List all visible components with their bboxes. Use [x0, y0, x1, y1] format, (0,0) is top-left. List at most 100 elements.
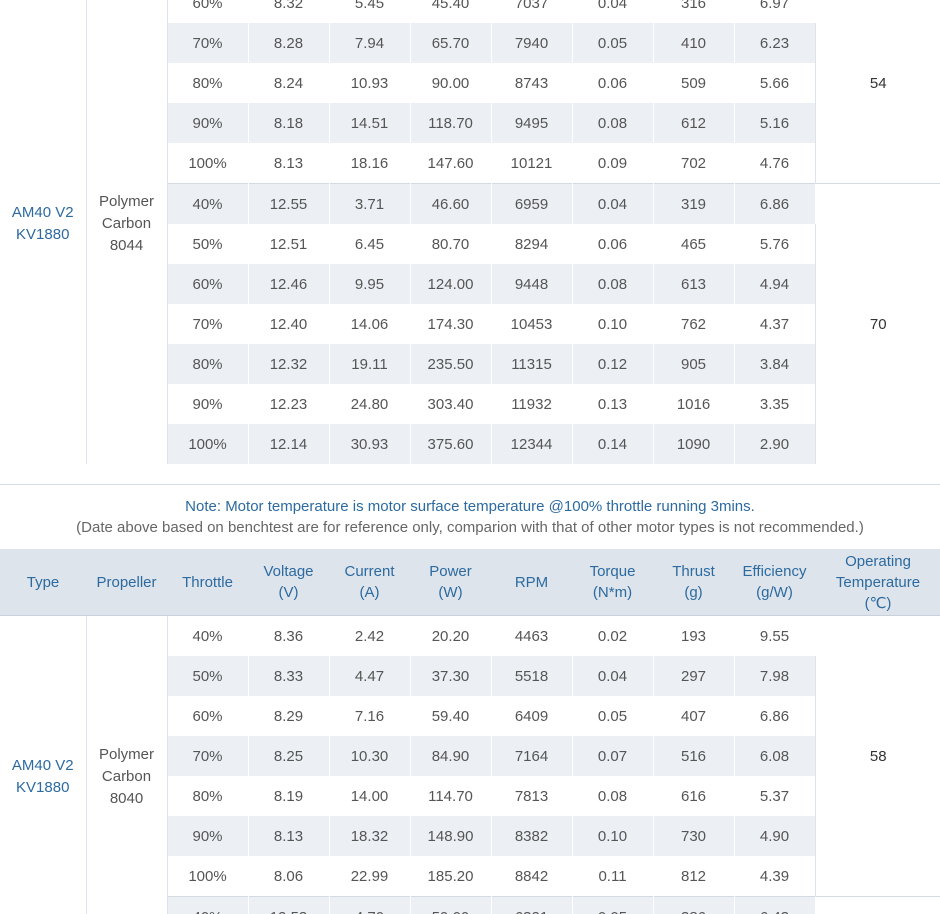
torque-cell: 0.13 — [572, 384, 654, 424]
table-row: 40%12.534.7059.0063210.053866.43 — [0, 896, 940, 914]
torque-cell: 0.02 — [572, 616, 654, 656]
voltage-cell: 8.33 — [248, 656, 330, 696]
thrust-cell: 386 — [653, 896, 735, 914]
table-row: 90% 12.23 24.80 303.40 11932 0.13 1016 3.35 — [0, 384, 940, 424]
power-cell: 37.30 — [410, 656, 492, 696]
header-efficiency: Efficiency (g/W) — [734, 549, 815, 616]
power-cell: 148.90 — [410, 816, 492, 856]
rpm-cell: 7037 — [491, 0, 573, 23]
table-row: 70% 8.25 10.30 84.90 7164 0.07 516 6.08 — [0, 736, 940, 776]
lower-data-table: AM40 V2 KV1880 Polymer Carbon 8040 40% 8.36 2.4… — [0, 616, 940, 914]
efficiency-cell: 2.90 — [734, 424, 816, 464]
table-row: 50% 8.33 4.47 37.30 5518 0.04 297 7.98 — [0, 656, 940, 696]
current-cell: 9.95 — [329, 264, 411, 304]
thrust-cell: 812 — [653, 856, 735, 897]
header-throttle: Throttle — [167, 549, 248, 616]
thrust-cell: 509 — [653, 63, 735, 103]
efficiency-cell: 6.86 — [734, 183, 816, 224]
throttle-cell: 70% — [167, 23, 249, 63]
rpm-cell: 8743 — [491, 63, 573, 103]
power-cell: 174.30 — [410, 304, 492, 344]
thrust-cell: 1090 — [653, 424, 735, 464]
efficiency-cell: 9.55 — [734, 616, 816, 656]
efficiency-cell: 6.97 — [734, 0, 816, 23]
current-cell: 7.94 — [329, 23, 411, 63]
current-cell: 5.45 — [329, 0, 411, 23]
temperature-cell — [814, 896, 940, 914]
current-cell: 2.42 — [329, 616, 411, 656]
current-cell: 10.30 — [329, 736, 411, 776]
thrust-cell: 193 — [653, 616, 735, 656]
header-voltage: Voltage (V) — [248, 549, 329, 616]
table-row: 50% 12.51 6.45 80.70 8294 0.06 465 5.76 — [0, 224, 940, 264]
torque-cell: 0.08 — [572, 103, 654, 143]
throttle-cell: 90% — [167, 384, 249, 424]
voltage-cell: 8.25 — [248, 736, 330, 776]
rpm-cell: 7813 — [491, 776, 573, 816]
power-cell: 59.40 — [410, 696, 492, 736]
efficiency-cell: 4.76 — [734, 143, 816, 184]
throttle-cell: 100% — [167, 424, 249, 464]
current-cell: 18.32 — [329, 816, 411, 856]
current-cell: 6.45 — [329, 224, 411, 264]
efficiency-cell: 3.35 — [734, 384, 816, 424]
table-row: 60% 8.29 7.16 59.40 6409 0.05 407 6.86 — [0, 696, 940, 736]
torque-cell: 0.04 — [572, 656, 654, 696]
voltage-cell: 8.24 — [248, 63, 330, 103]
torque-cell: 0.06 — [572, 63, 654, 103]
efficiency-cell: 4.90 — [734, 816, 816, 856]
throttle-cell: 40% — [167, 896, 249, 914]
efficiency-cell: 5.16 — [734, 103, 816, 143]
throttle-cell: 50% — [167, 224, 249, 264]
power-cell: 118.70 — [410, 103, 492, 143]
throttle-cell: 90% — [167, 816, 249, 856]
torque-cell: 0.07 — [572, 736, 654, 776]
throttle-cell: 80% — [167, 344, 249, 384]
rpm-cell: 6409 — [491, 696, 573, 736]
table-row: 70% 12.40 14.06 174.30 10453 0.10 762 4.37 — [0, 304, 940, 344]
efficiency-cell: 4.39 — [734, 856, 816, 897]
voltage-cell: 8.13 — [248, 816, 330, 856]
table-row: 80% 8.19 14.00 114.70 7813 0.08 616 5.37 — [0, 776, 940, 816]
power-cell: 235.50 — [410, 344, 492, 384]
throttle-cell: 100% — [167, 856, 249, 897]
rpm-cell: 11315 — [491, 344, 573, 384]
temperature-cell: 54 — [814, 0, 940, 184]
throttle-cell: 50% — [167, 656, 249, 696]
power-cell: 303.40 — [410, 384, 492, 424]
rpm-cell: 10121 — [491, 143, 573, 184]
current-cell: 3.71 — [329, 183, 411, 224]
power-cell: 84.90 — [410, 736, 492, 776]
table-row: 80% 12.32 19.11 235.50 11315 0.12 905 3.84 — [0, 344, 940, 384]
table-row: 40% 12.55 3.71 46.60 6959 0.04 319 6.86 70 — [0, 183, 940, 464]
power-cell: 80.70 — [410, 224, 492, 264]
efficiency-cell: 6.43 — [734, 896, 816, 914]
rpm-cell: 9448 — [491, 264, 573, 304]
thrust-cell: 702 — [653, 143, 735, 184]
rpm-cell: 6959 — [491, 183, 573, 224]
efficiency-cell: 5.37 — [734, 776, 816, 816]
voltage-cell: 12.46 — [248, 264, 330, 304]
power-cell: 65.70 — [410, 23, 492, 63]
rpm-cell: 9495 — [491, 103, 573, 143]
throttle-cell: 60% — [167, 0, 249, 23]
torque-cell: 0.09 — [572, 143, 654, 184]
thrust-cell: 612 — [653, 103, 735, 143]
throttle-cell: 40% — [167, 183, 249, 224]
torque-cell: 0.08 — [572, 264, 654, 304]
torque-cell: 0.05 — [572, 696, 654, 736]
disclaimer-text: (Date above based on benchtest are for r… — [76, 519, 864, 536]
power-cell: 20.20 — [410, 616, 492, 656]
current-cell: 14.06 — [329, 304, 411, 344]
voltage-cell: 12.53 — [248, 896, 330, 914]
thrust-cell: 516 — [653, 736, 735, 776]
efficiency-cell: 3.84 — [734, 344, 816, 384]
rpm-cell: 4463 — [491, 616, 573, 656]
thrust-cell: 465 — [653, 224, 735, 264]
current-cell: 18.16 — [329, 143, 411, 184]
current-cell: 4.70 — [329, 896, 411, 914]
voltage-cell: 8.06 — [248, 856, 330, 897]
table-row: 100% 8.06 22.99 185.20 8842 0.11 812 4.39 — [0, 856, 940, 897]
thrust-cell: 730 — [653, 816, 735, 856]
throttle-cell: 90% — [167, 103, 249, 143]
